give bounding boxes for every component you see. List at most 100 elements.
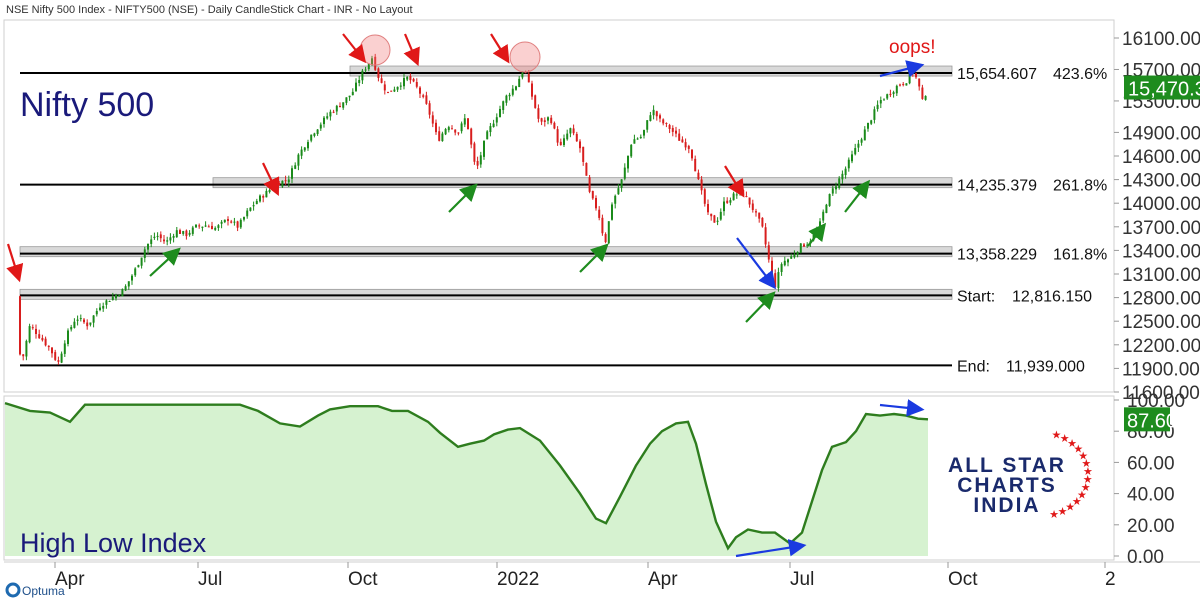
brand-stars-arc: ★★★★★★★★★★★★★★ bbox=[1049, 430, 1093, 522]
candle-body bbox=[383, 84, 386, 91]
candle-body bbox=[777, 272, 780, 289]
x-tick-label: Jul bbox=[790, 569, 814, 590]
candle-body bbox=[310, 134, 313, 141]
indicator-y-tick-label: 0.00 bbox=[1127, 547, 1164, 568]
candle-body bbox=[649, 115, 652, 121]
candle-body bbox=[553, 122, 556, 129]
candle-body bbox=[143, 249, 146, 259]
candle-body bbox=[223, 219, 226, 223]
candle-body bbox=[227, 219, 229, 221]
candle-body bbox=[588, 177, 591, 192]
main-panel-frame bbox=[3, 19, 1115, 393]
candle-body bbox=[732, 193, 735, 201]
candle-body bbox=[259, 195, 261, 202]
candle-body bbox=[380, 78, 383, 83]
candle-body bbox=[118, 295, 121, 297]
brand-star-icon: ★ bbox=[1083, 474, 1093, 486]
candle-body bbox=[41, 337, 44, 341]
candle-body bbox=[31, 327, 34, 329]
candle-body bbox=[57, 360, 60, 362]
candle-body bbox=[643, 130, 645, 136]
brand-star-icon: ★ bbox=[1058, 506, 1068, 518]
candle-body bbox=[825, 204, 828, 213]
blue-arrow bbox=[879, 60, 925, 78]
candle-body bbox=[755, 211, 757, 213]
candle-body bbox=[726, 200, 729, 203]
candle-body bbox=[495, 117, 498, 123]
annotation-text: oops! bbox=[889, 37, 935, 58]
y-tick-label: 13700.00 bbox=[1122, 218, 1200, 239]
candle-body bbox=[463, 118, 466, 125]
candle-body bbox=[271, 188, 274, 190]
candle-body bbox=[854, 148, 857, 155]
candle-body bbox=[467, 118, 469, 130]
candle-body bbox=[191, 227, 194, 234]
candle-body bbox=[675, 130, 677, 134]
optuma-logo-text: Optuma bbox=[22, 584, 65, 598]
level-prefix: End: bbox=[957, 358, 990, 375]
y-tick-label: 11600.00 bbox=[1122, 383, 1200, 404]
level-value: 12,816.150 bbox=[1012, 288, 1092, 305]
brand-star-icon: ★ bbox=[1077, 489, 1087, 501]
candle-body bbox=[460, 123, 463, 132]
candle-body bbox=[652, 109, 655, 116]
y-tick-label: 14000.00 bbox=[1122, 194, 1200, 215]
candle-body bbox=[844, 168, 847, 176]
candle-body bbox=[211, 225, 213, 230]
candle-body bbox=[291, 168, 293, 179]
optuma-logo: Optuma bbox=[5, 582, 65, 598]
candle-body bbox=[665, 123, 668, 125]
candle-body bbox=[422, 95, 425, 97]
candle-body bbox=[76, 319, 79, 321]
candle-body bbox=[60, 353, 63, 363]
candle-body bbox=[172, 236, 175, 238]
candle-body bbox=[188, 232, 191, 235]
green-arrow bbox=[807, 222, 827, 247]
candle-body bbox=[204, 225, 207, 227]
candle-body bbox=[783, 260, 786, 266]
candle-body bbox=[19, 296, 21, 355]
candle-body bbox=[105, 300, 108, 305]
candle-body bbox=[252, 205, 255, 207]
candle-body bbox=[425, 95, 428, 104]
candle-body bbox=[451, 128, 453, 130]
level-percent: 161.8% bbox=[1053, 247, 1107, 264]
candle-body bbox=[294, 165, 297, 169]
candle-body bbox=[614, 195, 617, 204]
candle-body bbox=[393, 89, 396, 92]
candle-body bbox=[406, 76, 409, 80]
top-highlight-circle bbox=[359, 34, 391, 66]
candle-body bbox=[659, 115, 661, 119]
candle-body bbox=[67, 330, 69, 344]
candle-body bbox=[214, 227, 217, 230]
y-tick-label: 12800.00 bbox=[1122, 289, 1200, 310]
candle-body bbox=[364, 69, 367, 71]
candle-body bbox=[841, 173, 844, 180]
candle-body bbox=[153, 236, 156, 238]
candle-body bbox=[412, 78, 415, 82]
candle-body bbox=[556, 129, 559, 143]
candle-body bbox=[678, 133, 681, 141]
candle-body bbox=[473, 143, 476, 162]
x-tick-label: Oct bbox=[948, 569, 978, 590]
candle-body bbox=[351, 91, 354, 96]
candle-body bbox=[486, 131, 489, 140]
candle-body bbox=[607, 221, 610, 244]
candle-body bbox=[639, 136, 642, 139]
red-arrow bbox=[342, 33, 367, 64]
candle-body bbox=[431, 115, 434, 124]
candle-body bbox=[671, 127, 674, 132]
brand-star-icon: ★ bbox=[1049, 509, 1059, 521]
candle-body bbox=[908, 72, 911, 84]
candle-body bbox=[348, 95, 351, 98]
candle-body bbox=[358, 79, 361, 83]
candle-body bbox=[175, 230, 178, 238]
candle-body bbox=[47, 345, 50, 348]
high-low-line bbox=[4, 401, 929, 551]
candle-body bbox=[915, 73, 917, 78]
candle-body bbox=[742, 189, 745, 196]
last-price-tag bbox=[1124, 75, 1200, 100]
high-low-area bbox=[5, 403, 928, 556]
candle-body bbox=[44, 338, 47, 346]
